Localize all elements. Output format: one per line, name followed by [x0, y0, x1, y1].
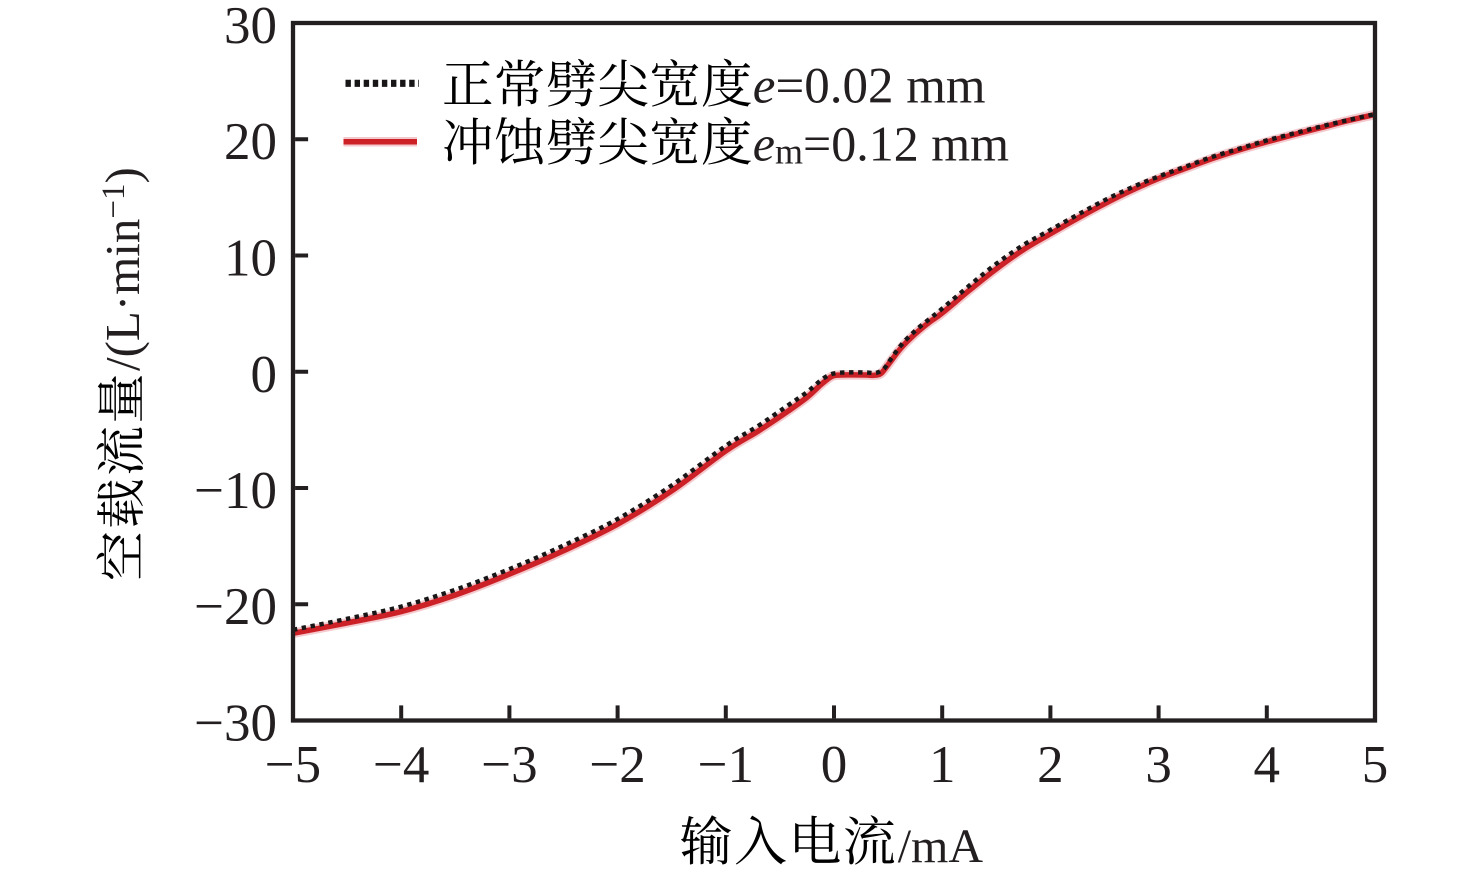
svg-text:−20: −20	[194, 578, 277, 636]
svg-text:0: 0	[821, 736, 848, 794]
svg-text:/mA: /mA	[898, 820, 984, 873]
svg-text:5: 5	[1362, 736, 1389, 794]
svg-text:10: 10	[224, 230, 277, 288]
svg-text:30: 30	[224, 0, 277, 55]
svg-text:−10: −10	[194, 462, 277, 520]
svg-text:−3: −3	[481, 736, 537, 794]
svg-text:−2: −2	[589, 736, 645, 794]
svg-text:e=0.02 mm: e=0.02 mm	[753, 59, 986, 115]
svg-text:4: 4	[1254, 736, 1281, 794]
svg-text:−4: −4	[373, 736, 429, 794]
svg-text:1: 1	[929, 736, 956, 794]
svg-text:0: 0	[251, 346, 278, 404]
svg-text:−1: −1	[698, 736, 754, 794]
svg-text:em=0.12 mm: em=0.12 mm	[753, 116, 1009, 172]
svg-text:−5: −5	[265, 736, 321, 794]
svg-text:20: 20	[224, 113, 277, 171]
svg-text:3: 3	[1145, 736, 1172, 794]
svg-text:−30: −30	[194, 695, 277, 753]
svg-text:2: 2	[1037, 736, 1064, 794]
